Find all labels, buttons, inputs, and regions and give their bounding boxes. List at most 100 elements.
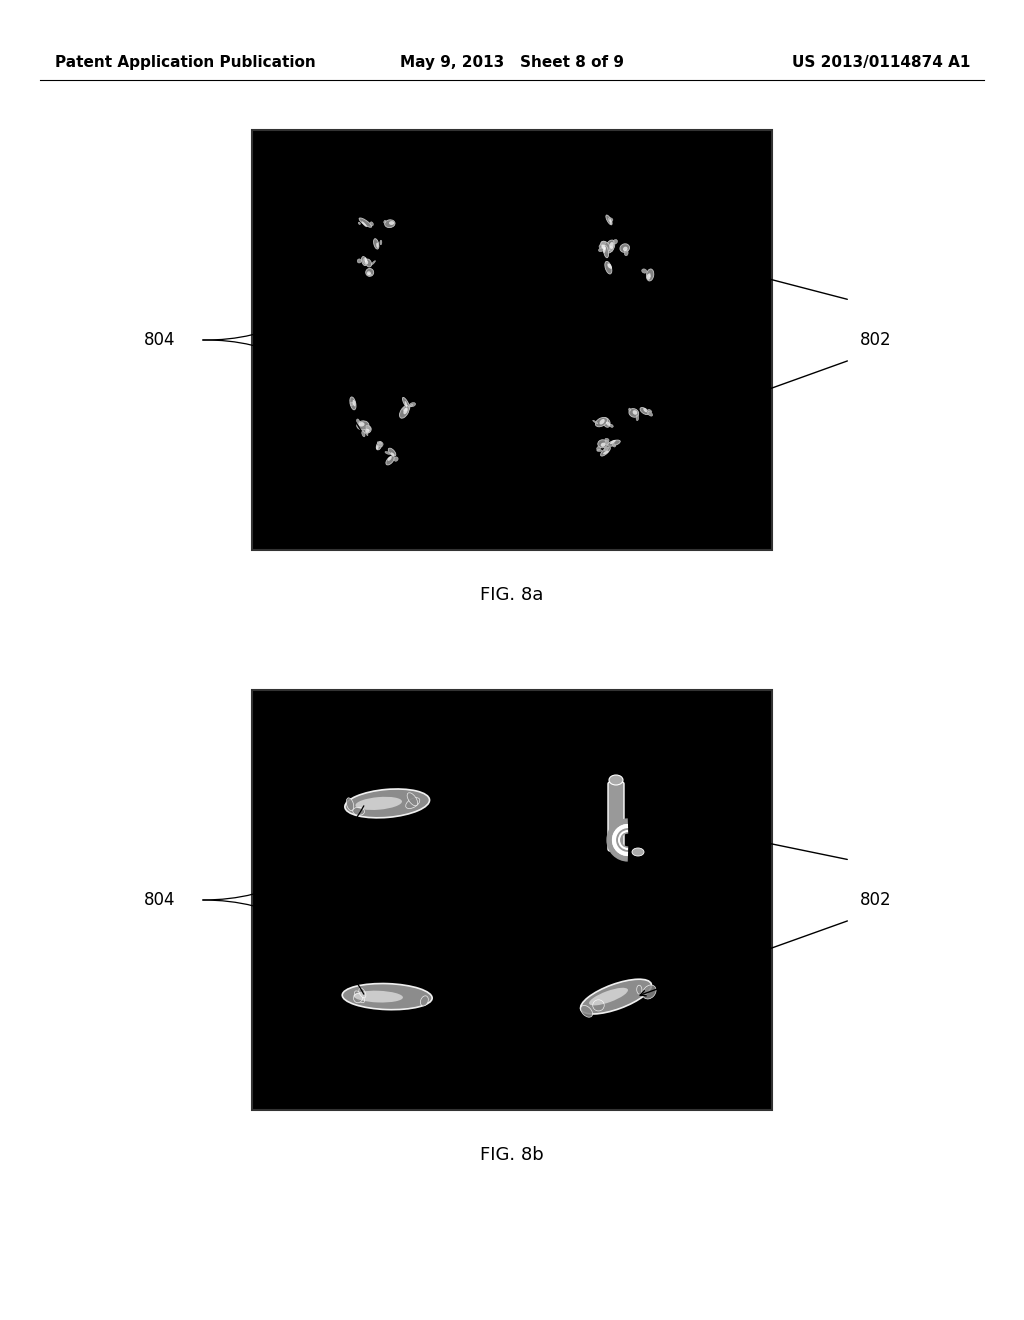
Ellipse shape — [366, 425, 371, 430]
Ellipse shape — [379, 442, 383, 447]
Ellipse shape — [608, 264, 611, 268]
Ellipse shape — [609, 219, 611, 224]
Ellipse shape — [385, 451, 390, 454]
Ellipse shape — [374, 239, 379, 249]
Ellipse shape — [399, 405, 410, 418]
Ellipse shape — [372, 260, 376, 265]
Ellipse shape — [368, 273, 372, 276]
Ellipse shape — [356, 421, 369, 430]
Ellipse shape — [598, 440, 607, 447]
Ellipse shape — [346, 797, 353, 810]
Ellipse shape — [620, 244, 630, 252]
Text: FIG. 8b: FIG. 8b — [480, 1146, 544, 1164]
Bar — [252, 690, 772, 1110]
Ellipse shape — [643, 985, 656, 999]
Ellipse shape — [353, 991, 402, 1002]
Ellipse shape — [345, 789, 429, 818]
Ellipse shape — [402, 397, 410, 409]
Ellipse shape — [603, 418, 610, 428]
Ellipse shape — [376, 243, 379, 248]
Ellipse shape — [342, 983, 432, 1010]
Ellipse shape — [581, 1006, 593, 1018]
Text: US 2013/0114874 A1: US 2013/0114874 A1 — [792, 54, 970, 70]
Ellipse shape — [384, 220, 386, 223]
FancyBboxPatch shape — [608, 781, 624, 851]
Ellipse shape — [366, 432, 368, 436]
Ellipse shape — [361, 222, 367, 227]
Ellipse shape — [601, 242, 610, 251]
Ellipse shape — [642, 269, 647, 273]
Ellipse shape — [605, 441, 609, 445]
Ellipse shape — [648, 409, 652, 412]
Ellipse shape — [608, 218, 613, 222]
Ellipse shape — [607, 264, 612, 269]
Text: 804: 804 — [144, 331, 176, 348]
Ellipse shape — [408, 793, 418, 805]
Ellipse shape — [609, 242, 613, 249]
Ellipse shape — [623, 247, 628, 251]
Ellipse shape — [352, 400, 355, 407]
Ellipse shape — [367, 271, 371, 275]
Ellipse shape — [350, 403, 353, 405]
Ellipse shape — [355, 797, 402, 810]
Ellipse shape — [589, 987, 628, 1006]
Ellipse shape — [366, 259, 372, 267]
Ellipse shape — [361, 432, 366, 437]
Ellipse shape — [362, 425, 372, 433]
Ellipse shape — [606, 421, 610, 426]
Ellipse shape — [637, 985, 642, 994]
Ellipse shape — [598, 248, 604, 252]
Ellipse shape — [410, 404, 413, 407]
Ellipse shape — [632, 847, 644, 855]
Ellipse shape — [353, 994, 362, 1003]
Ellipse shape — [609, 424, 613, 428]
Ellipse shape — [370, 222, 374, 226]
Ellipse shape — [385, 220, 395, 227]
Ellipse shape — [358, 222, 360, 224]
Ellipse shape — [646, 269, 653, 281]
Ellipse shape — [603, 247, 606, 253]
Ellipse shape — [353, 808, 365, 816]
Ellipse shape — [612, 444, 615, 447]
Ellipse shape — [361, 256, 367, 265]
Ellipse shape — [390, 453, 394, 455]
Text: 804: 804 — [144, 891, 176, 909]
Ellipse shape — [613, 239, 617, 244]
Ellipse shape — [388, 457, 392, 461]
Ellipse shape — [358, 422, 365, 426]
Text: 802: 802 — [860, 891, 892, 909]
Ellipse shape — [625, 249, 628, 256]
Ellipse shape — [609, 247, 613, 251]
Ellipse shape — [376, 441, 382, 450]
Ellipse shape — [604, 446, 608, 451]
Ellipse shape — [597, 450, 602, 451]
Ellipse shape — [593, 420, 598, 424]
Ellipse shape — [402, 408, 407, 411]
Ellipse shape — [610, 440, 615, 444]
Ellipse shape — [601, 242, 605, 246]
Ellipse shape — [609, 775, 623, 785]
Ellipse shape — [410, 403, 416, 407]
Ellipse shape — [359, 218, 372, 227]
Bar — [252, 129, 772, 550]
Ellipse shape — [388, 449, 396, 457]
Ellipse shape — [636, 414, 639, 421]
Ellipse shape — [403, 408, 408, 414]
Ellipse shape — [647, 273, 650, 280]
Ellipse shape — [350, 397, 356, 409]
Ellipse shape — [643, 408, 647, 412]
Ellipse shape — [595, 417, 607, 426]
Ellipse shape — [649, 273, 650, 277]
Ellipse shape — [629, 409, 639, 417]
Ellipse shape — [597, 446, 600, 450]
Ellipse shape — [605, 240, 614, 253]
Ellipse shape — [647, 412, 652, 416]
Text: May 9, 2013   Sheet 8 of 9: May 9, 2013 Sheet 8 of 9 — [400, 54, 624, 70]
Ellipse shape — [605, 438, 609, 441]
Text: Patent Application Publication: Patent Application Publication — [55, 54, 315, 70]
Ellipse shape — [354, 991, 365, 1003]
Ellipse shape — [366, 260, 369, 264]
Ellipse shape — [640, 408, 649, 414]
Ellipse shape — [603, 246, 608, 257]
Ellipse shape — [633, 411, 637, 414]
